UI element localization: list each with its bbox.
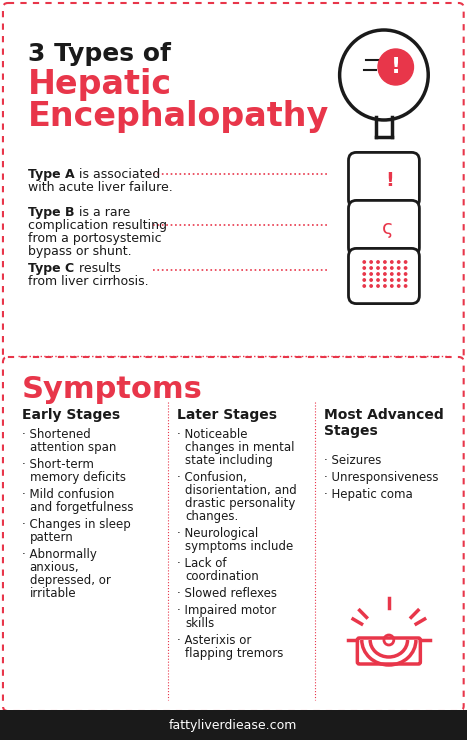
Text: pattern: pattern <box>29 531 73 544</box>
Text: drastic personality: drastic personality <box>185 497 295 510</box>
Text: and forgetfulness: and forgetfulness <box>29 501 133 514</box>
Text: Most Advanced
Stages: Most Advanced Stages <box>324 408 444 438</box>
Circle shape <box>370 260 372 263</box>
FancyBboxPatch shape <box>3 357 464 711</box>
Text: · Changes in sleep: · Changes in sleep <box>22 518 130 531</box>
Text: · Neurological: · Neurological <box>177 527 258 540</box>
Text: from liver cirrhosis.: from liver cirrhosis. <box>27 275 148 288</box>
Circle shape <box>377 260 379 263</box>
Circle shape <box>384 267 386 269</box>
Text: from a portosystemic: from a portosystemic <box>27 232 161 245</box>
Text: Early Stages: Early Stages <box>22 408 120 422</box>
Text: state including: state including <box>185 454 273 467</box>
Text: coordination: coordination <box>185 570 259 583</box>
Circle shape <box>398 267 400 269</box>
Text: depressed, or: depressed, or <box>29 574 110 587</box>
Text: Type A: Type A <box>27 168 74 181</box>
Text: ς: ς <box>382 218 393 238</box>
Text: memory deficits: memory deficits <box>29 471 126 484</box>
Circle shape <box>378 49 413 85</box>
Circle shape <box>391 273 393 275</box>
Text: · Noticeable: · Noticeable <box>177 428 248 441</box>
Circle shape <box>384 285 386 287</box>
Circle shape <box>404 273 407 275</box>
Text: results: results <box>75 262 121 275</box>
Circle shape <box>370 273 372 275</box>
Text: · Mild confusion: · Mild confusion <box>22 488 114 501</box>
FancyBboxPatch shape <box>357 638 420 664</box>
Circle shape <box>363 285 365 287</box>
Text: is a rare: is a rare <box>75 206 130 219</box>
Text: · Abnormally: · Abnormally <box>22 548 97 561</box>
Circle shape <box>404 279 407 281</box>
Circle shape <box>391 267 393 269</box>
FancyBboxPatch shape <box>0 710 466 740</box>
Text: changes in mental: changes in mental <box>185 441 294 454</box>
Circle shape <box>404 285 407 287</box>
FancyBboxPatch shape <box>3 3 464 361</box>
FancyBboxPatch shape <box>348 249 419 303</box>
Circle shape <box>370 279 372 281</box>
Text: Later Stages: Later Stages <box>177 408 277 422</box>
Text: · Unresponsiveness: · Unresponsiveness <box>324 471 438 484</box>
Text: · Hepatic coma: · Hepatic coma <box>324 488 413 501</box>
Text: !: ! <box>385 170 394 189</box>
Text: flapping tremors: flapping tremors <box>185 647 283 660</box>
Text: · Slowed reflexes: · Slowed reflexes <box>177 587 277 600</box>
Circle shape <box>377 273 379 275</box>
FancyBboxPatch shape <box>348 152 419 208</box>
Circle shape <box>398 279 400 281</box>
Circle shape <box>391 279 393 281</box>
Text: Hepatic: Hepatic <box>27 68 172 101</box>
Circle shape <box>391 260 393 263</box>
Text: Encephalopathy: Encephalopathy <box>27 100 329 133</box>
Text: · Shortened: · Shortened <box>22 428 91 441</box>
Text: bypass or shunt.: bypass or shunt. <box>27 245 131 258</box>
Text: · Asterixis or: · Asterixis or <box>177 634 252 647</box>
Circle shape <box>377 267 379 269</box>
Circle shape <box>363 279 365 281</box>
Text: 3 Types of: 3 Types of <box>27 42 171 66</box>
Text: symptoms include: symptoms include <box>185 540 293 553</box>
Text: Type B: Type B <box>27 206 74 219</box>
Text: changes.: changes. <box>185 510 238 523</box>
Text: complication resulting: complication resulting <box>27 219 166 232</box>
Circle shape <box>404 260 407 263</box>
Text: Type C: Type C <box>27 262 73 275</box>
Text: · Confusion,: · Confusion, <box>177 471 247 484</box>
Text: with acute liver failure.: with acute liver failure. <box>27 181 173 194</box>
Text: · Lack of: · Lack of <box>177 557 227 570</box>
Circle shape <box>384 279 386 281</box>
Circle shape <box>363 273 365 275</box>
Circle shape <box>377 285 379 287</box>
Text: attention span: attention span <box>29 441 116 454</box>
Circle shape <box>384 273 386 275</box>
Text: · Impaired motor: · Impaired motor <box>177 604 276 617</box>
Circle shape <box>398 273 400 275</box>
Text: fattyliverdiease.com: fattyliverdiease.com <box>169 719 298 732</box>
Text: irritable: irritable <box>29 587 76 600</box>
Circle shape <box>363 267 365 269</box>
Text: anxious,: anxious, <box>29 561 79 574</box>
Circle shape <box>377 279 379 281</box>
Circle shape <box>384 260 386 263</box>
Circle shape <box>391 285 393 287</box>
Circle shape <box>363 260 365 263</box>
FancyBboxPatch shape <box>348 201 419 255</box>
Text: · Seizures: · Seizures <box>324 454 381 467</box>
Text: Symptoms: Symptoms <box>22 375 202 404</box>
Circle shape <box>370 285 372 287</box>
Circle shape <box>398 260 400 263</box>
Circle shape <box>398 285 400 287</box>
Text: !: ! <box>391 57 401 77</box>
Text: skills: skills <box>185 617 214 630</box>
Text: is associated: is associated <box>75 168 160 181</box>
Text: · Short-term: · Short-term <box>22 458 93 471</box>
Circle shape <box>370 267 372 269</box>
Circle shape <box>404 267 407 269</box>
Text: disorientation, and: disorientation, and <box>185 484 297 497</box>
